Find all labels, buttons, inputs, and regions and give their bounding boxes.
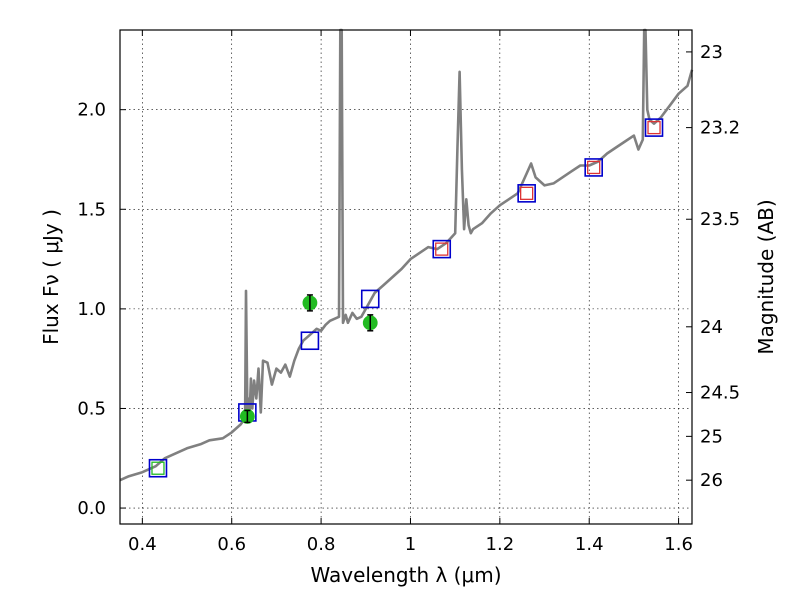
y2-tick-label: 23 bbox=[700, 42, 723, 63]
x-tick-label: 0.4 bbox=[128, 534, 157, 555]
model-photometry-square bbox=[584, 158, 603, 177]
y2-tick-label: 25 bbox=[700, 426, 723, 447]
y2-tick-label: 24.5 bbox=[700, 383, 740, 404]
grid bbox=[120, 30, 692, 524]
y2-tick-label: 23.2 bbox=[700, 118, 740, 139]
y-tick-label: 1.0 bbox=[77, 299, 106, 320]
x-axis-title: Wavelength λ (μm) bbox=[310, 563, 501, 587]
y-tick-label: 1.5 bbox=[77, 199, 106, 220]
model-photometry-square bbox=[432, 239, 452, 259]
y-tick-label: 2.0 bbox=[77, 100, 106, 121]
x-tick-label: 0.8 bbox=[307, 534, 336, 555]
model-photometry-square bbox=[148, 458, 168, 478]
observed-photometry-square bbox=[587, 160, 601, 175]
y-tick-label: 0.5 bbox=[77, 398, 106, 419]
y2-tick-label: 23.5 bbox=[700, 209, 740, 230]
model-photometry-square bbox=[300, 331, 320, 351]
spectrum-line bbox=[119, 28, 694, 482]
y2-tick-label: 24 bbox=[700, 317, 723, 338]
model-photometry-square bbox=[644, 118, 664, 137]
plot-background bbox=[120, 30, 692, 524]
y-axis-title: Flux Fν ( μJy ) bbox=[39, 209, 63, 345]
observed-photometry-square bbox=[435, 242, 449, 256]
y2-axis-title: Magnitude (AB) bbox=[754, 199, 778, 354]
y2-tick-label: 26 bbox=[700, 470, 723, 491]
observed-photometry-square bbox=[520, 186, 534, 200]
x-tick-label: 1.2 bbox=[486, 534, 515, 555]
ticks: 0.4 0.6 0.8 1 1.2 1.4 1.6 0.0 0.5 1.0 1.5 2.0 23 23.2… bbox=[77, 30, 740, 555]
model-photometry-square bbox=[360, 289, 380, 309]
model-photometry-square bbox=[517, 184, 536, 203]
x-tick-label: 1.6 bbox=[664, 534, 693, 555]
observed-photometry-square bbox=[151, 461, 165, 475]
x-tick-label: 1.4 bbox=[575, 534, 604, 555]
x-tick-label: 1 bbox=[405, 534, 416, 555]
y-tick-label: 0.0 bbox=[77, 498, 106, 519]
data-layer bbox=[119, 28, 694, 482]
x-tick-label: 0.6 bbox=[217, 534, 246, 555]
observed-photometry-square bbox=[647, 120, 661, 135]
plot-frame bbox=[119, 29, 693, 525]
